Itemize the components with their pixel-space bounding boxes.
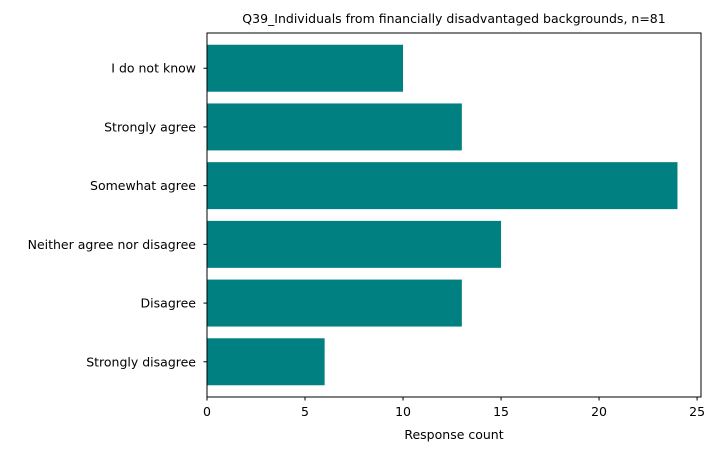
x-tick-label: 5 <box>301 404 309 419</box>
plot-frame <box>206 32 702 398</box>
bar-strongly-agree <box>207 103 462 151</box>
x-axis-ticks: 0 5 10 15 20 25 <box>203 397 705 419</box>
y-tick-label: Strongly disagree <box>86 354 196 369</box>
bars <box>207 44 678 386</box>
bar-disagree <box>207 279 462 327</box>
bar-somewhat-agree <box>207 162 678 210</box>
y-tick-label: Strongly agree <box>104 119 196 134</box>
bar-strongly-disagree <box>207 338 325 386</box>
y-tick-label: Neither agree nor disagree <box>28 237 197 252</box>
y-tick-label: I do not know <box>111 61 196 76</box>
x-tick-label: 10 <box>395 404 411 419</box>
bar-i-do-not-know <box>207 44 404 92</box>
y-tick-label: Disagree <box>141 296 197 311</box>
chart-title: Q39_Individuals from financially disadva… <box>242 11 665 26</box>
x-tick-label: 25 <box>689 404 705 419</box>
x-axis-title: Response count <box>404 427 503 442</box>
x-tick-label: 0 <box>203 404 211 419</box>
bar-neither-agree-nor-disagree <box>207 220 502 268</box>
x-tick-label: 20 <box>591 404 607 419</box>
y-axis-ticks: Strongly disagree Disagree Neither agree n… <box>28 61 207 369</box>
x-tick-label: 15 <box>493 404 509 419</box>
y-tick-label: Somewhat agree <box>90 178 196 193</box>
